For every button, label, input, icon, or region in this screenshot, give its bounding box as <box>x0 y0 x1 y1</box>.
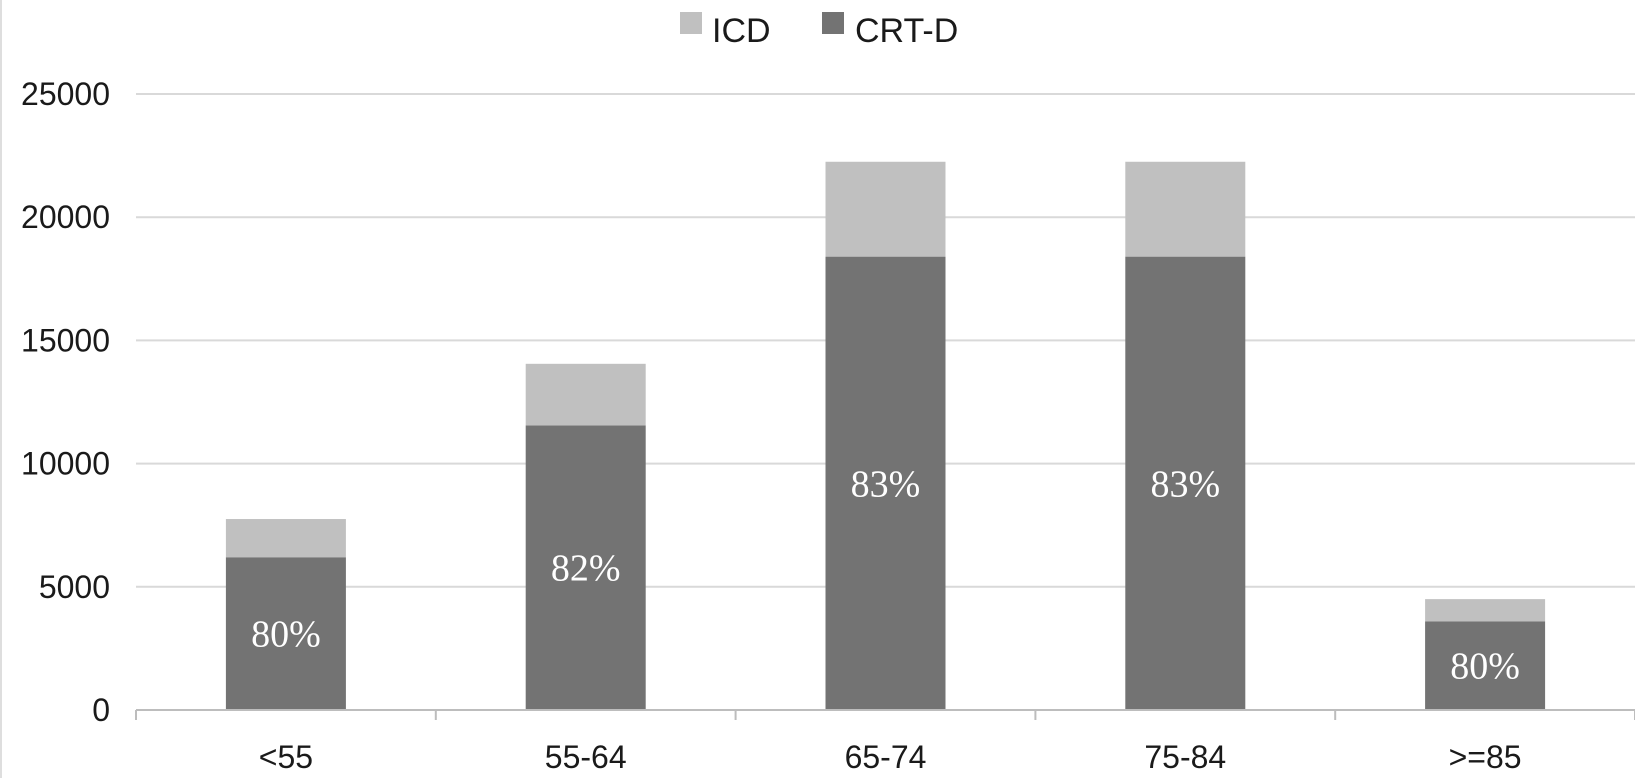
bar-crt-d <box>525 425 646 710</box>
x-tick-label: >=85 <box>1449 739 1522 775</box>
bar-crt-d <box>1125 256 1246 710</box>
y-tick-label: 20000 <box>21 199 110 235</box>
data-label: 82% <box>551 548 621 590</box>
bars <box>225 161 1546 710</box>
data-label: 80% <box>251 614 321 656</box>
y-tick-label: 5000 <box>39 569 110 605</box>
bar-icd <box>525 363 646 426</box>
y-tick-label: 25000 <box>21 76 110 112</box>
y-tick-label: 10000 <box>21 446 110 482</box>
x-tick-label: <55 <box>259 739 313 775</box>
data-label: 83% <box>1150 463 1220 505</box>
x-tick-label: 75-84 <box>1144 739 1226 775</box>
bar-crt-d <box>225 557 346 710</box>
y-tick-label: 15000 <box>21 322 110 358</box>
bar-icd <box>225 519 346 558</box>
legend-swatch-icd <box>680 12 702 34</box>
data-label: 80% <box>1450 646 1520 688</box>
legend-label-icd: ICD <box>712 12 771 50</box>
data-label: 83% <box>851 463 921 505</box>
labels: 0 5000 10000 15000 20000 25000 <55 80% 55-64 82% 6… <box>21 76 1522 775</box>
bar-crt-d <box>825 256 946 710</box>
bar-icd <box>825 161 946 257</box>
legend: ICD CRT-D <box>680 12 958 50</box>
y-tick-label: 0 <box>92 692 110 728</box>
x-tick-label: 55-64 <box>545 739 627 775</box>
bar-icd <box>1125 161 1246 257</box>
bar-icd <box>1425 599 1546 622</box>
bar-crt-d <box>1425 621 1546 710</box>
legend-swatch-crt-d <box>822 12 844 34</box>
x-tick-label: 65-74 <box>845 739 927 775</box>
legend-label-crt-d: CRT-D <box>855 12 958 50</box>
